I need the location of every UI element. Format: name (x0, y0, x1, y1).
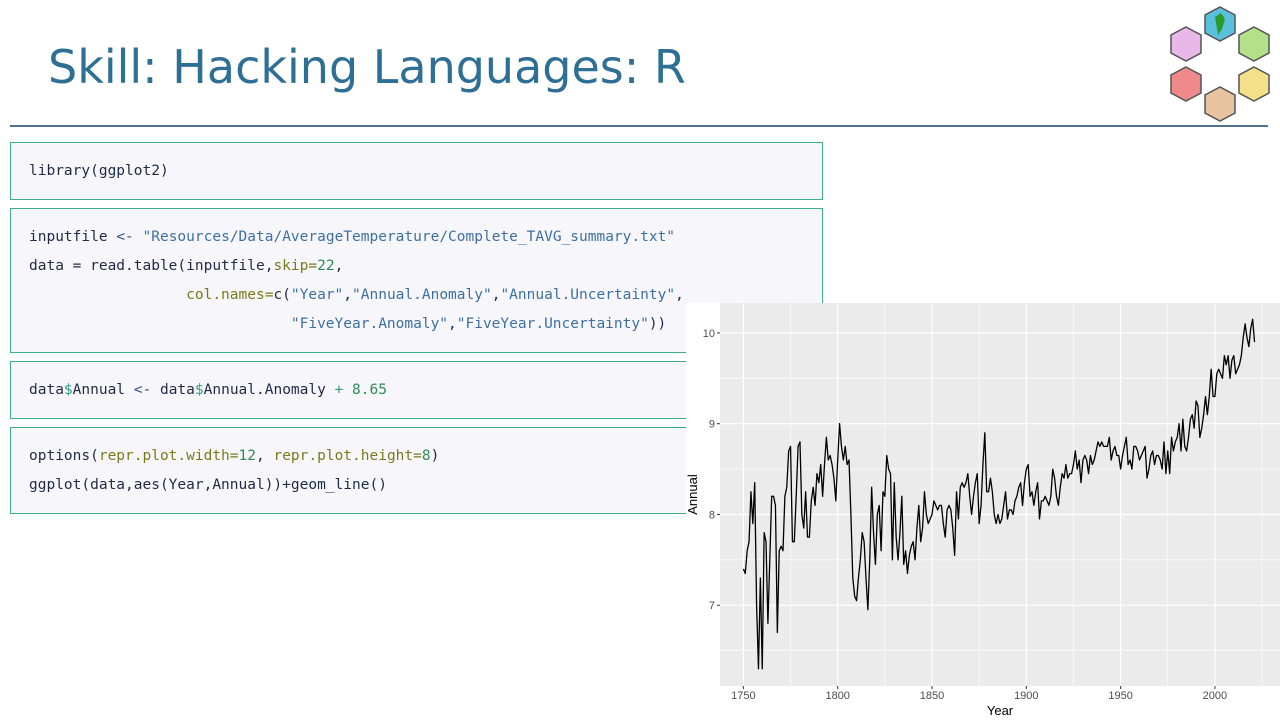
x-tick-label: 1750 (731, 690, 755, 702)
chart: 1750 1800 1850 1900 1950 2000 7 8 9 10 Year Annual (686, 303, 1280, 720)
slide-title: Skill: Hacking Languages: R (48, 40, 686, 94)
data-line (742, 318, 1256, 670)
code-token: Annual (72, 382, 134, 398)
code-token: c( (273, 287, 291, 303)
x-tick-label: 2000 (1203, 690, 1227, 702)
code-line: data$Annual <- data$Annual.Anomaly + 8.6… (29, 382, 387, 398)
code-token: , (675, 287, 684, 303)
y-axis-label: Annual (686, 474, 700, 515)
code-cell: inputfile <- "Resources/Data/AverageTemp… (10, 208, 823, 353)
code-token: ) (430, 448, 440, 464)
code-token: library (29, 163, 91, 179)
code-token: , (334, 258, 344, 274)
code-token: "Resources/Data/AverageTemperature/Compl… (142, 229, 676, 245)
code-token: data (159, 382, 195, 398)
code-token: )) (648, 316, 667, 332)
code-token: data = read.table(inputfile, (29, 258, 274, 274)
code-cell: library(ggplot2) (10, 142, 823, 200)
code-token: $ (194, 382, 204, 398)
logo-icon (1215, 13, 1225, 35)
code-token: skip= (273, 258, 318, 274)
code-token: ggplot(data,aes(Year,Annual))+geom_line(… (29, 477, 387, 493)
code-line: col.names=c("Year","Annual.Anomaly","Ann… (29, 287, 684, 303)
x-tick-label: 1800 (825, 690, 849, 702)
code-token: "FiveYear.Anomaly" (29, 316, 449, 332)
code-token: Annual.Anomaly (203, 382, 335, 398)
code-token: "Annual.Anomaly" (352, 287, 492, 303)
code-token: , (491, 287, 501, 303)
code-token: , (256, 448, 274, 464)
code-token: <- (133, 382, 160, 398)
x-tick-label: 1950 (1108, 690, 1132, 702)
x-tick-label: 1900 (1014, 690, 1038, 702)
logo (1170, 6, 1270, 122)
code-line: inputfile <- "Resources/Data/AverageTemp… (29, 229, 675, 245)
code-token: <- (116, 229, 143, 245)
y-tick-label: 9 (709, 419, 715, 431)
code-token: + (334, 382, 353, 398)
code-token: 12 (238, 448, 256, 464)
code-token: (ggplot2) (90, 163, 169, 179)
code-token: col.names= (29, 287, 274, 303)
code-token: options (29, 448, 91, 464)
code-token: "Year" (290, 287, 344, 303)
code-token: data (29, 382, 64, 398)
code-line: ggplot(data,aes(Year,Annual))+geom_line(… (29, 477, 387, 493)
code-token: inputfile (29, 229, 117, 245)
x-axis-label: Year (987, 703, 1014, 718)
code-token: "Annual.Uncertainty" (500, 287, 676, 303)
code-token: 22 (317, 258, 335, 274)
code-line: data = read.table(inputfile,skip=22, (29, 258, 343, 274)
y-tick-label: 8 (709, 509, 715, 521)
title-rule (10, 125, 1268, 127)
code-token: 8 (421, 448, 431, 464)
code-token: "FiveYear.Uncertainty" (456, 316, 649, 332)
code-line: options(repr.plot.width=12, repr.plot.he… (29, 448, 439, 464)
code-token: , (343, 287, 353, 303)
code-line: library(ggplot2) (29, 163, 169, 179)
code-token: $ (63, 382, 73, 398)
y-tick-label: 10 (703, 328, 715, 340)
code-token: repr.plot.width= (98, 448, 239, 464)
code-token: ( (90, 448, 99, 464)
code-token: 8.65 (352, 382, 387, 398)
code-token: repr.plot.height= (273, 448, 422, 464)
code-line: "FiveYear.Anomaly","FiveYear.Uncertainty… (29, 316, 666, 332)
x-tick-label: 1850 (920, 690, 944, 702)
y-tick-label: 7 (709, 600, 715, 612)
plot-panel (720, 303, 1280, 686)
code-token: , (448, 316, 457, 332)
